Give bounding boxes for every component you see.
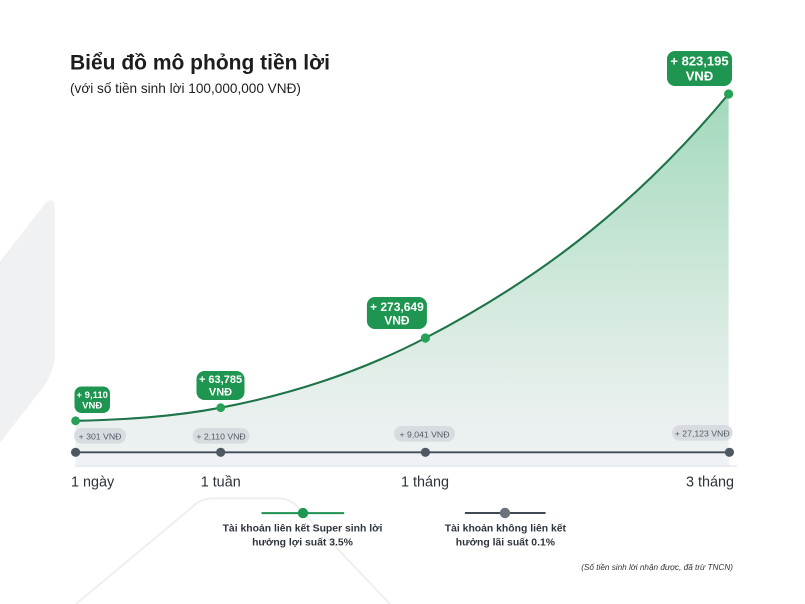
svg-text:3 tháng: 3 tháng <box>686 475 734 491</box>
svg-text:1 tháng: 1 tháng <box>401 475 449 491</box>
svg-text:VNĐ: VNĐ <box>82 401 102 412</box>
svg-text:VNĐ: VNĐ <box>384 314 410 328</box>
svg-text:hưởng lãi suất 0.1%: hưởng lãi suất 0.1% <box>456 537 555 549</box>
svg-text:1 tuần: 1 tuần <box>201 475 241 491</box>
svg-text:Tài khoản không liên kết: Tài khoản không liên kết <box>445 523 567 535</box>
svg-text:VNĐ: VNĐ <box>686 69 713 84</box>
svg-text:+ 9,041 VNĐ: + 9,041 VNĐ <box>400 429 450 439</box>
svg-text:(Số tiền sinh lời nhận được, đ: (Số tiền sinh lời nhận được, đã trừ TNCN… <box>581 563 733 572</box>
svg-text:+ 9,110: + 9,110 <box>76 390 107 401</box>
svg-text:+ 823,195: + 823,195 <box>670 54 728 69</box>
svg-text:+ 273,649: + 273,649 <box>370 300 424 314</box>
svg-text:hưởng lợi suất 3.5%: hưởng lợi suất 3.5% <box>252 537 353 549</box>
svg-text:1 ngày: 1 ngày <box>71 475 115 491</box>
svg-text:+ 63,785: + 63,785 <box>199 374 242 386</box>
svg-text:+ 301 VNĐ: + 301 VNĐ <box>79 431 122 441</box>
svg-text:VNĐ: VNĐ <box>209 387 232 399</box>
svg-text:(với số tiền sinh lời 100,000,: (với số tiền sinh lời 100,000,000 VNĐ) <box>70 81 301 96</box>
svg-text:Tài khoản liên kết Super sinh: Tài khoản liên kết Super sinh lời <box>223 523 383 535</box>
svg-text:Biểu đồ mô phỏng tiền lời: Biểu đồ mô phỏng tiền lời <box>70 52 330 75</box>
svg-text:+ 2,110 VNĐ: + 2,110 VNĐ <box>196 431 245 441</box>
svg-text:+ 27,123 VNĐ: + 27,123 VNĐ <box>675 428 730 438</box>
